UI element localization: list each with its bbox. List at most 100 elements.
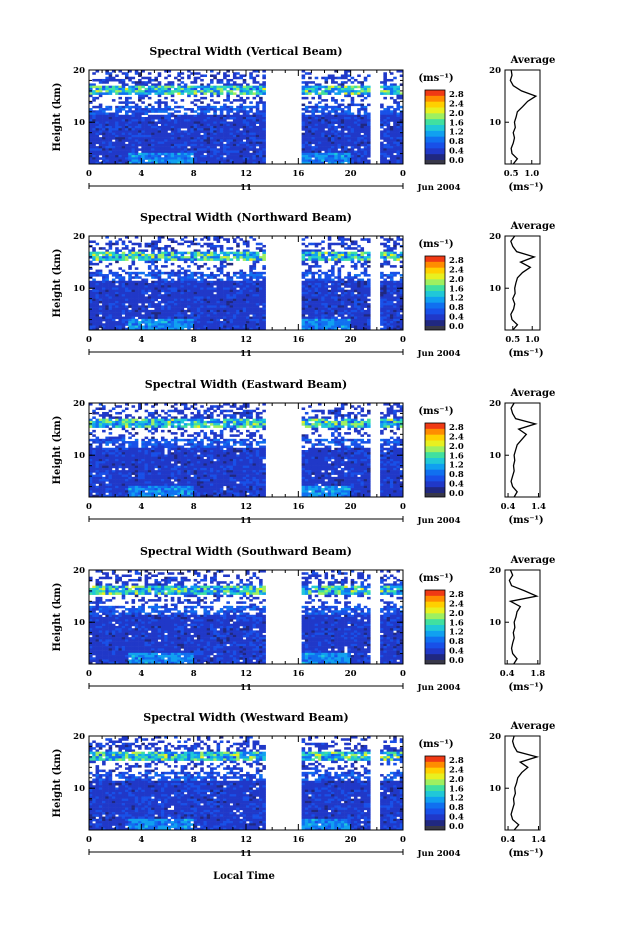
heatmap-cell — [157, 240, 162, 244]
heatmap-cell — [102, 247, 106, 250]
heatmap-cell — [187, 148, 191, 151]
heatmap-cell — [151, 85, 155, 89]
heatmap-cell — [141, 278, 145, 282]
heatmap-cell — [187, 269, 191, 273]
heatmap-cell — [311, 300, 315, 304]
heatmap-cell — [170, 309, 175, 313]
heatmap-cell — [98, 130, 103, 133]
heatmap-cell — [108, 312, 113, 315]
heatmap-cell — [344, 155, 348, 158]
heatmap-cell — [196, 125, 201, 129]
heatmap-cell — [304, 258, 309, 261]
heatmap-cell — [183, 159, 188, 163]
heatmap-cell — [304, 143, 309, 147]
heatmap-cell — [340, 83, 345, 86]
heatmap-cell — [95, 150, 100, 154]
heatmap-cell — [174, 321, 178, 324]
heatmap-cell — [118, 125, 123, 129]
heatmap-cell — [304, 316, 309, 320]
heatmap-cell — [242, 325, 247, 329]
heatmap-cell — [252, 105, 257, 109]
heatmap-cell — [147, 81, 152, 84]
heatmap-cell — [157, 249, 162, 252]
heatmap-cell — [219, 85, 224, 89]
heatmap-cell — [89, 253, 93, 257]
heatmap-cell — [229, 108, 234, 111]
heatmap-cell — [216, 269, 221, 273]
heatmap-cell — [180, 146, 185, 149]
heatmap-cell — [363, 137, 368, 140]
heatmap-cell — [386, 132, 391, 136]
heatmap-cell — [128, 96, 132, 100]
heatmap-cell — [102, 316, 106, 320]
heatmap-cell — [105, 327, 109, 331]
heatmap-cell — [144, 305, 149, 308]
heatmap-cell — [170, 130, 175, 133]
heatmap-cell — [347, 152, 351, 156]
heatmap-cell — [177, 159, 181, 163]
heatmap-cell — [138, 72, 142, 75]
heatmap-cell — [167, 253, 172, 257]
heatmap-cell — [210, 287, 214, 291]
heatmap-cell — [340, 81, 345, 84]
heatmap-cell — [324, 276, 329, 279]
heatmap-cell — [108, 325, 113, 329]
heatmap-cell — [174, 90, 178, 93]
heatmap-cell — [105, 72, 109, 75]
heatmap-cell — [239, 327, 244, 331]
heatmap-cell — [246, 305, 250, 308]
heatmap-cell — [151, 298, 155, 302]
heatmap-cell — [249, 291, 253, 295]
heatmap-cell — [360, 139, 365, 142]
heatmap-cell — [180, 321, 185, 324]
heatmap-cell — [219, 236, 224, 239]
heatmap-cell — [308, 119, 312, 122]
heatmap-cell — [259, 130, 263, 133]
heatmap-cell — [187, 155, 191, 158]
heatmap-cell — [219, 312, 224, 315]
heatmap-cell — [92, 121, 96, 125]
heatmap-cell — [147, 258, 152, 261]
heatmap-cell — [386, 105, 391, 109]
heatmap-cell — [154, 314, 158, 317]
heatmap-cell — [353, 305, 358, 308]
heatmap-cell — [144, 146, 149, 149]
heatmap-cell — [187, 318, 191, 322]
heatmap-cell — [255, 294, 260, 297]
heatmap-cell — [393, 108, 397, 111]
heatmap-cell — [121, 141, 126, 145]
heatmap-cell — [121, 325, 126, 329]
heatmap-cell — [321, 278, 325, 282]
heatmap-cell — [102, 81, 106, 84]
heatmap-cell — [131, 312, 136, 315]
heatmap-cell — [147, 134, 152, 138]
heatmap-cell — [304, 155, 309, 158]
heatmap-cell — [246, 112, 250, 116]
heatmap-cell — [174, 114, 178, 118]
heatmap-cell — [111, 99, 116, 102]
heatmap-cell — [200, 327, 204, 331]
heatmap-cell — [141, 94, 145, 98]
heatmap-cell — [317, 83, 322, 86]
heatmap-cell — [177, 269, 181, 273]
heatmap-cell — [177, 139, 181, 142]
heatmap-cell — [89, 262, 93, 266]
heatmap-cell — [210, 85, 214, 89]
heatmap-cell — [259, 99, 263, 102]
heatmap-cell — [92, 157, 96, 160]
heatmap-cell — [141, 123, 145, 127]
heatmap-cell — [180, 114, 185, 118]
heatmap-cell — [350, 280, 355, 284]
heatmap-cell — [226, 247, 230, 250]
heatmap-cell — [138, 294, 142, 297]
heatmap-cell — [308, 150, 312, 154]
heatmap-cell — [111, 143, 116, 147]
heatmap-cell — [216, 85, 221, 89]
heatmap-cell — [216, 92, 221, 95]
heatmap-cell — [89, 114, 93, 118]
heatmap-cell — [249, 325, 253, 329]
heatmap-cell — [92, 137, 96, 140]
heatmap-cell — [246, 150, 250, 154]
heatmap-cell — [177, 316, 181, 320]
heatmap-cell — [314, 323, 319, 326]
